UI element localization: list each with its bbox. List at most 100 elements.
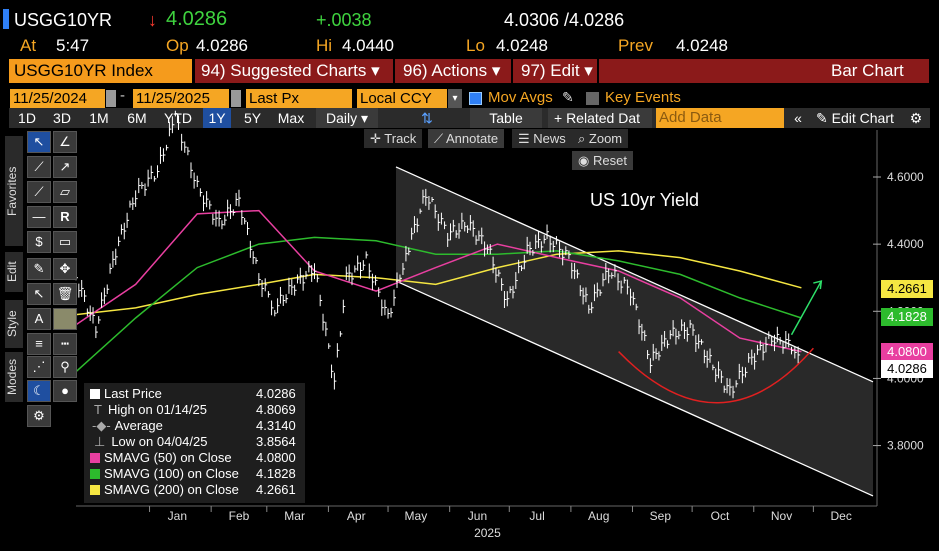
edit-chart-label: Edit Chart xyxy=(831,110,894,126)
modes-tab[interactable]: Modes xyxy=(5,352,23,402)
period-button-1m[interactable]: 1M xyxy=(89,110,109,126)
period-button-3d[interactable]: 3D xyxy=(53,110,71,126)
horizontal-line-icon[interactable]: — xyxy=(27,206,51,228)
x-tick-label: Oct xyxy=(711,509,730,523)
channel-icon[interactable]: ▱ xyxy=(53,181,77,203)
legend-label: SMAVG (100) on Close xyxy=(104,466,239,481)
legend-value: 4.3140 xyxy=(256,418,296,433)
mov-avgs-checkbox[interactable] xyxy=(469,92,482,105)
legend-row: ⊥ Low on 04/04/25 3.8564 xyxy=(90,434,296,450)
track-button[interactable]: ✛ Track xyxy=(364,129,423,148)
news-label: News xyxy=(533,131,566,146)
at-value: 5:47 xyxy=(56,36,90,55)
rectangle-icon[interactable]: ▭ xyxy=(53,231,77,253)
favorites-tab[interactable]: Favorites xyxy=(5,136,23,246)
line-width-icon[interactable]: ≡ xyxy=(27,333,51,355)
ray-icon[interactable]: ↗ xyxy=(53,156,77,178)
move-icon[interactable]: ✥ xyxy=(53,258,77,280)
pencil-icon[interactable]: ✎ xyxy=(27,258,51,280)
collapse-icon[interactable]: « xyxy=(794,110,802,126)
x-tick-label: Aug xyxy=(588,509,609,523)
legend-swatch xyxy=(90,485,100,495)
gear-icon[interactable]: ⚙ xyxy=(27,405,51,427)
line-icon[interactable]: ⟋ xyxy=(27,156,51,178)
last-price: 4.0286 xyxy=(166,8,228,30)
pencil-icon: ✎ xyxy=(816,110,832,126)
reset-label: Reset xyxy=(592,153,627,168)
line-style-icon[interactable]: ┅ xyxy=(53,333,77,355)
table-button[interactable]: Table xyxy=(470,108,542,128)
key-events-checkbox[interactable] xyxy=(586,92,599,105)
chart-title: US 10yr Yield xyxy=(590,190,700,210)
legend-swatch xyxy=(90,453,100,463)
calendar-icon[interactable] xyxy=(231,90,241,107)
legend-row: SMAVG (100) on Close 4.1828 xyxy=(90,466,296,482)
legend-value: 4.2661 xyxy=(256,482,296,497)
period-button-6m[interactable]: 6M xyxy=(127,110,147,126)
chart-type-label[interactable]: Bar Chart xyxy=(831,61,904,80)
x-tick-label: Sep xyxy=(650,509,672,523)
price-tag: 4.0800 xyxy=(881,342,933,361)
zoom-button[interactable]: ⌕ Zoom xyxy=(572,129,629,148)
news-button[interactable]: ☰ News xyxy=(512,129,572,148)
period-button-5y[interactable]: 5Y xyxy=(243,110,262,126)
start-date-input[interactable]: 11/25/2024 xyxy=(10,89,105,108)
price-tag: 4.2661 xyxy=(881,280,933,299)
legend-row: -◆- Average 4.3140 xyxy=(90,418,296,434)
legend-value: 3.8564 xyxy=(256,434,296,449)
annotate-button[interactable]: ⟋ Annotate xyxy=(428,129,505,148)
search-icon: ⌕ xyxy=(578,131,589,146)
angle-icon[interactable]: ∠ xyxy=(53,131,77,153)
key-events-label: Key Events xyxy=(605,89,681,106)
fib-icon[interactable]: $ xyxy=(27,231,51,253)
crosshair-icon[interactable]: ⇅ xyxy=(421,110,433,126)
pointer-icon[interactable]: ↖ xyxy=(27,131,51,153)
x-tick-label: May xyxy=(405,509,428,523)
segment-icon[interactable]: ⟋ xyxy=(27,181,51,203)
period-button-1y[interactable]: 1Y xyxy=(203,108,231,128)
text-icon[interactable]: A xyxy=(27,308,51,330)
channel-lower-line xyxy=(395,280,874,497)
menu-bar: 94) Suggested Charts ▾ 96) Actions ▾ 97)… xyxy=(195,59,929,83)
calendar-icon[interactable] xyxy=(106,90,116,107)
legend-label: SMAVG (200) on Close xyxy=(104,482,239,497)
pin-icon[interactable]: ⚲ xyxy=(53,356,77,378)
dotted-line-icon[interactable]: ⋰ xyxy=(27,356,51,378)
x-tick-label: Feb xyxy=(229,509,250,523)
period-button-1d[interactable]: 1D xyxy=(18,110,36,126)
price-tag: 4.0286 xyxy=(881,359,933,378)
x-tick-label: Jun xyxy=(468,509,487,523)
retracement-icon[interactable]: R xyxy=(53,206,77,228)
curve-icon[interactable]: ☾ xyxy=(27,380,51,402)
end-date-input[interactable]: 11/25/2025 xyxy=(133,89,229,108)
add-data-input[interactable]: Add Data xyxy=(656,108,784,128)
edit-chart-button[interactable]: ✎ Edit Chart xyxy=(812,108,904,128)
edit-tab[interactable]: Edit xyxy=(5,252,23,292)
suggested-charts-menu[interactable]: 94) Suggested Charts ▾ xyxy=(195,59,395,83)
gear-icon[interactable]: ⚙ xyxy=(909,110,923,126)
style-tab[interactable]: Style xyxy=(5,300,23,348)
field-select[interactable]: Last Px xyxy=(246,89,352,108)
average-icon: -◆- xyxy=(92,418,111,433)
color-swatch-icon[interactable] xyxy=(53,308,77,330)
frequency-select[interactable]: Daily ▾ xyxy=(316,108,378,128)
x-tick-label: Jul xyxy=(529,509,544,523)
actions-menu[interactable]: 96) Actions ▾ xyxy=(397,59,513,83)
pointer-plus-icon[interactable]: ↖ xyxy=(27,283,51,305)
period-button-max[interactable]: Max xyxy=(277,110,305,126)
x-tick-label: Apr xyxy=(347,509,366,523)
security-field[interactable]: USGG10YR Index xyxy=(9,59,192,83)
high-label: Hi xyxy=(316,36,333,55)
y-tick-label: 4.4000 xyxy=(887,237,924,251)
down-arrow-icon: ↓ xyxy=(148,10,157,30)
edit-menu[interactable]: 97) Edit ▾ xyxy=(515,59,599,83)
trash-icon[interactable]: 🗑 xyxy=(53,283,77,305)
chevron-down-icon[interactable]: ▾ xyxy=(448,89,462,108)
currency-select[interactable]: Local CCY xyxy=(357,89,447,108)
reset-button[interactable]: ◉ Reset xyxy=(572,151,633,170)
related-data-button[interactable]: + Related Dat xyxy=(548,108,652,128)
legend-value: 4.8069 xyxy=(256,402,296,417)
palette-icon[interactable]: ● xyxy=(53,380,77,402)
price-change: +.0038 xyxy=(316,10,372,30)
pencil-icon[interactable]: ✎ xyxy=(562,89,574,105)
